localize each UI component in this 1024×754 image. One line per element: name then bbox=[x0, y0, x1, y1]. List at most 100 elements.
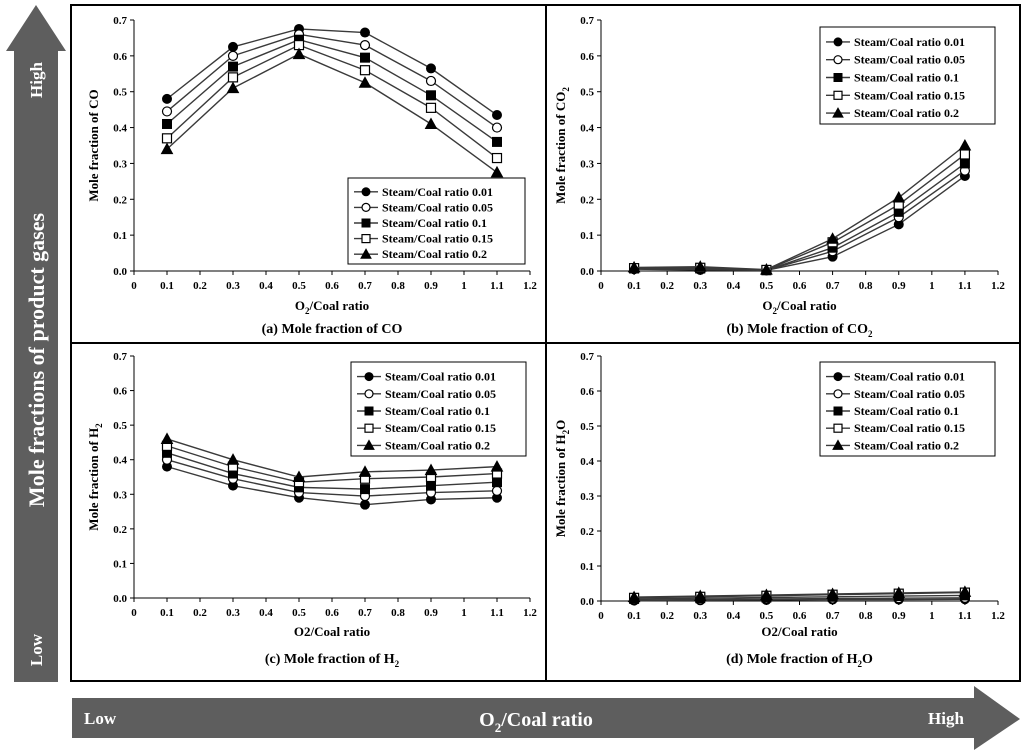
x-tick-label: 0.3 bbox=[693, 610, 707, 622]
series-line-3 bbox=[166, 452, 498, 490]
x-tick-label: 0 bbox=[131, 280, 137, 292]
panel-a: 0.0 0.1 0.2 0.3 0.4 0.5 0.6 0.7 0 0.1 0.2 0.3 0.4 0.5… bbox=[86, 15, 537, 337]
y-tick-label: 0.3 bbox=[580, 491, 594, 503]
x-tick-label: 0.2 bbox=[660, 610, 674, 622]
left-axis-arrow: High Mole fractions of product gases Low bbox=[6, 5, 66, 682]
legend-marker bbox=[833, 55, 843, 65]
y-tick-label: 0.5 bbox=[113, 420, 127, 432]
x-tick-label: 0.6 bbox=[325, 607, 339, 619]
legend-marker bbox=[360, 248, 372, 259]
data-point bbox=[959, 158, 970, 169]
x-axis-label-sub: 2 bbox=[773, 306, 778, 316]
x-tick-label: 1 bbox=[461, 280, 467, 292]
x-tick-label: 1 bbox=[929, 610, 935, 622]
data-point bbox=[228, 41, 238, 52]
panel-caption: (d) Mole fraction of H2O bbox=[726, 652, 873, 669]
legend-marker bbox=[361, 202, 371, 212]
y-tick-label: 0.7 bbox=[580, 15, 594, 27]
series-line-4 bbox=[634, 153, 966, 271]
data-point bbox=[491, 485, 503, 496]
x-tick-label: 0.1 bbox=[160, 607, 174, 619]
x-tick-label: 0.3 bbox=[226, 280, 240, 292]
x-tick-label: 0.5 bbox=[292, 280, 306, 292]
y-axis-label-main: Mole fraction of CO bbox=[553, 92, 568, 204]
data-point bbox=[425, 75, 437, 87]
x-tick-label: 0.5 bbox=[760, 280, 774, 292]
legend-label: Steam/Coal ratio 0.2 bbox=[385, 438, 490, 452]
x-tick-label: 1.2 bbox=[991, 610, 1005, 622]
data-point bbox=[161, 106, 173, 117]
left-arrow-low-label: Low bbox=[27, 633, 46, 666]
x-axis-label-main: O2/Coal ratio bbox=[761, 624, 837, 639]
x-axis-label-sub: 2 bbox=[305, 306, 310, 316]
panel-d: 0.0 0.1 0.2 0.3 0.4 0.5 0.6 0.7 0 0.1 0.2 0.3 0.4 0.5… bbox=[553, 351, 1005, 669]
data-point bbox=[359, 65, 371, 76]
y-tick-label: 0.2 bbox=[113, 194, 127, 206]
bottom-arrow-main-label: O2/Coal ratio bbox=[479, 709, 593, 735]
data-point bbox=[161, 133, 173, 144]
x-axis-label-tail: /Coal ratio bbox=[309, 298, 370, 313]
x-tick-label: 0.5 bbox=[760, 610, 774, 622]
legend-label: Steam/Coal ratio 0.15 bbox=[382, 232, 493, 246]
x-tick-label: 0.6 bbox=[793, 280, 807, 292]
series-line-2 bbox=[634, 597, 965, 601]
legend-label: Steam/Coal ratio 0.05 bbox=[382, 200, 493, 214]
panel-caption-tail: O bbox=[862, 652, 873, 667]
legend-box bbox=[819, 361, 996, 457]
data-point bbox=[358, 76, 372, 88]
legend-label: Steam/Coal ratio 0.2 bbox=[854, 438, 959, 452]
y-tick-label: 0.5 bbox=[580, 87, 594, 99]
series-line-5 bbox=[166, 438, 498, 478]
x-tick-label: 0.2 bbox=[193, 280, 207, 292]
bottom-arrow-low-label: Low bbox=[84, 709, 117, 728]
legend: Steam/Coal ratio 0.01 Steam/Coal ratio 0.… bbox=[819, 361, 996, 457]
legend-marker bbox=[833, 372, 843, 382]
legend-label: Steam/Coal ratio 0.15 bbox=[854, 88, 965, 102]
x-tick-label: 0 bbox=[131, 607, 137, 619]
x-axis-label: O2/Coal ratio bbox=[761, 624, 837, 639]
legend-marker bbox=[833, 37, 843, 47]
series-line-1 bbox=[166, 28, 498, 116]
panel-caption-main: (c) Mole fraction of H bbox=[265, 652, 395, 667]
y-tick-label: 0.3 bbox=[113, 489, 127, 501]
x-tick-label: 0.9 bbox=[892, 280, 906, 292]
x-tick-label: 0.8 bbox=[391, 607, 405, 619]
data-point bbox=[826, 587, 839, 599]
x-axis-label: O2/Coal ratio bbox=[295, 298, 369, 316]
y-tick-label: 0.1 bbox=[580, 230, 594, 242]
y-tick-label: 0.2 bbox=[580, 526, 594, 538]
data-point bbox=[426, 90, 436, 101]
data-point bbox=[360, 52, 370, 63]
data-point bbox=[627, 590, 641, 603]
series-line-3 bbox=[166, 38, 498, 143]
x-tick-label: 0.4 bbox=[726, 280, 740, 292]
data-point bbox=[426, 63, 436, 74]
y-tick-label: 0.5 bbox=[113, 87, 127, 99]
legend-label: Steam/Coal ratio 0.01 bbox=[854, 370, 965, 384]
y-tick-label: 0.2 bbox=[580, 194, 594, 206]
legend-label: Steam/Coal ratio 0.2 bbox=[854, 106, 959, 120]
x-axis-label-main: O bbox=[762, 298, 772, 313]
x-axis-label-main: O2/Coal ratio bbox=[294, 624, 370, 639]
y-tick-label: 0.7 bbox=[113, 351, 127, 363]
data-point bbox=[162, 93, 172, 104]
legend-marker bbox=[363, 439, 375, 450]
y-tick-label: 0.4 bbox=[113, 123, 127, 135]
data-point bbox=[693, 260, 707, 272]
left-arrow-high-label: High bbox=[27, 62, 46, 98]
y-tick-label: 0.0 bbox=[113, 593, 127, 605]
data-point bbox=[959, 149, 971, 160]
y-axis-label-main: Mole fraction of CO bbox=[86, 89, 101, 201]
x-tick-label: 1.2 bbox=[523, 607, 537, 619]
x-tick-label: 1.1 bbox=[958, 610, 972, 622]
data-point bbox=[425, 102, 437, 113]
legend-box bbox=[819, 26, 996, 125]
legend-label: Steam/Coal ratio 0.15 bbox=[385, 421, 496, 435]
series-line-5 bbox=[166, 53, 498, 173]
data-point bbox=[160, 142, 174, 155]
x-tick-label: 0.9 bbox=[892, 610, 906, 622]
